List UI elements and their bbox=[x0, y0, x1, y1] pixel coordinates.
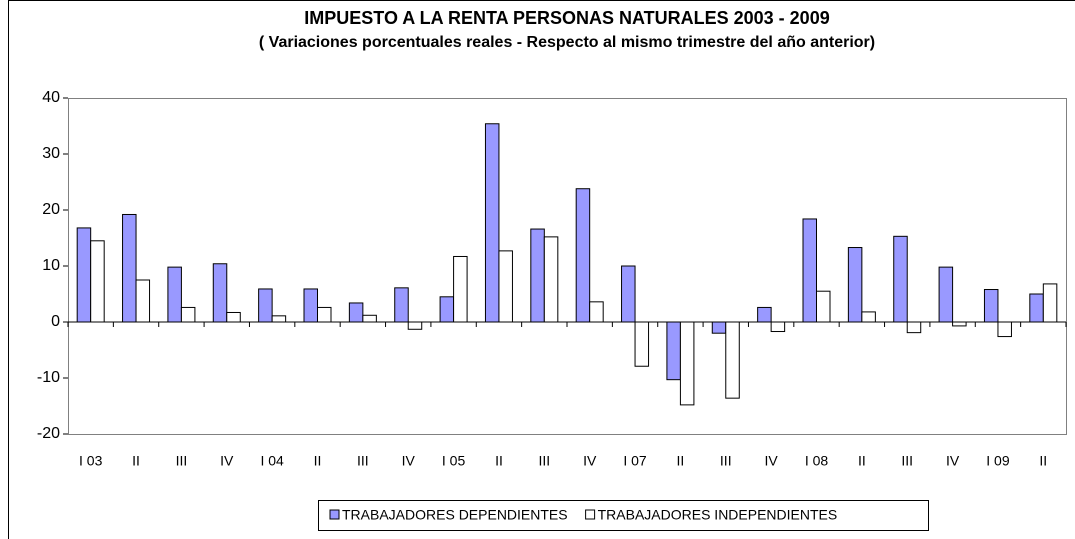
bar bbox=[484, 123, 500, 323]
bar bbox=[575, 188, 591, 323]
x-tick-label: IV bbox=[583, 453, 597, 469]
bar bbox=[1029, 293, 1044, 323]
chart-title: IMPUESTO A LA RENTA PERSONAS NATURALES 2… bbox=[304, 8, 829, 28]
x-tick-label: II bbox=[1039, 453, 1047, 469]
bar bbox=[76, 227, 92, 323]
x-tick-label: IV bbox=[765, 453, 779, 469]
bar bbox=[952, 321, 967, 327]
bar bbox=[167, 266, 182, 323]
bar bbox=[847, 247, 863, 323]
bar bbox=[1042, 283, 1058, 323]
y-tick-label: 0 bbox=[51, 313, 60, 330]
bar bbox=[122, 213, 137, 323]
x-tick-label: III bbox=[538, 453, 550, 469]
bar bbox=[317, 306, 332, 323]
bar bbox=[770, 321, 786, 333]
x-tick-label: I 08 bbox=[805, 453, 829, 469]
x-tick-label: IV bbox=[946, 453, 960, 469]
bar bbox=[711, 321, 727, 334]
x-tick-label: II bbox=[495, 453, 503, 469]
bar bbox=[543, 236, 559, 323]
bar bbox=[725, 321, 740, 399]
bar bbox=[135, 279, 151, 323]
bar bbox=[258, 288, 273, 323]
bar bbox=[621, 265, 636, 323]
bar bbox=[861, 311, 876, 323]
bar bbox=[180, 306, 196, 323]
bar bbox=[439, 296, 455, 323]
legend-label: TRABAJADORES DEPENDIENTES bbox=[342, 507, 568, 523]
x-tick-label: IV bbox=[220, 453, 234, 469]
y-tick-label: 20 bbox=[42, 201, 60, 218]
bar bbox=[634, 321, 650, 367]
y-tick-label: 30 bbox=[42, 145, 60, 162]
legend bbox=[318, 500, 929, 531]
bar bbox=[394, 287, 409, 323]
bar bbox=[906, 321, 922, 334]
bar bbox=[666, 321, 681, 381]
bar bbox=[757, 306, 772, 323]
chart-subtitle: ( Variaciones porcentuales reales - Resp… bbox=[259, 34, 875, 51]
x-tick-label: III bbox=[357, 453, 369, 469]
x-tick-label: II bbox=[314, 453, 322, 469]
x-tick-label: I 03 bbox=[79, 453, 103, 469]
bar bbox=[453, 255, 468, 323]
bar bbox=[802, 218, 817, 323]
bar bbox=[679, 321, 695, 406]
x-tick-label: III bbox=[720, 453, 732, 469]
bar bbox=[90, 240, 105, 323]
y-tick-label: 10 bbox=[42, 257, 60, 274]
bar bbox=[997, 321, 1012, 338]
x-tick-label: II bbox=[132, 453, 140, 469]
x-tick-label: I 04 bbox=[260, 453, 284, 469]
bar bbox=[938, 266, 954, 323]
y-tick-label: -10 bbox=[37, 369, 60, 386]
bar bbox=[983, 289, 999, 323]
y-tick-label: 40 bbox=[42, 89, 60, 106]
legend-swatch bbox=[329, 509, 340, 520]
bar bbox=[303, 288, 318, 323]
bar bbox=[893, 235, 908, 323]
legend-label: TRABAJADORES INDEPENDIENTES bbox=[598, 507, 838, 523]
bar bbox=[271, 315, 287, 323]
bar bbox=[498, 250, 513, 323]
x-tick-label: III bbox=[176, 453, 188, 469]
x-tick-label: IV bbox=[402, 453, 416, 469]
x-tick-label: III bbox=[901, 453, 913, 469]
bar bbox=[226, 311, 241, 323]
bar bbox=[589, 301, 604, 323]
x-tick-label: I 09 bbox=[986, 453, 1010, 469]
x-tick-label: II bbox=[858, 453, 866, 469]
bar bbox=[348, 302, 364, 323]
bar bbox=[407, 321, 423, 330]
y-tick-label: -20 bbox=[37, 425, 60, 442]
bar bbox=[362, 314, 377, 323]
bar bbox=[816, 290, 831, 323]
x-tick-label: II bbox=[677, 453, 685, 469]
bar bbox=[212, 263, 228, 323]
bar bbox=[530, 228, 545, 323]
legend-swatch bbox=[585, 509, 596, 520]
x-tick-label: I 05 bbox=[442, 453, 466, 469]
x-tick-label: I 07 bbox=[623, 453, 647, 469]
